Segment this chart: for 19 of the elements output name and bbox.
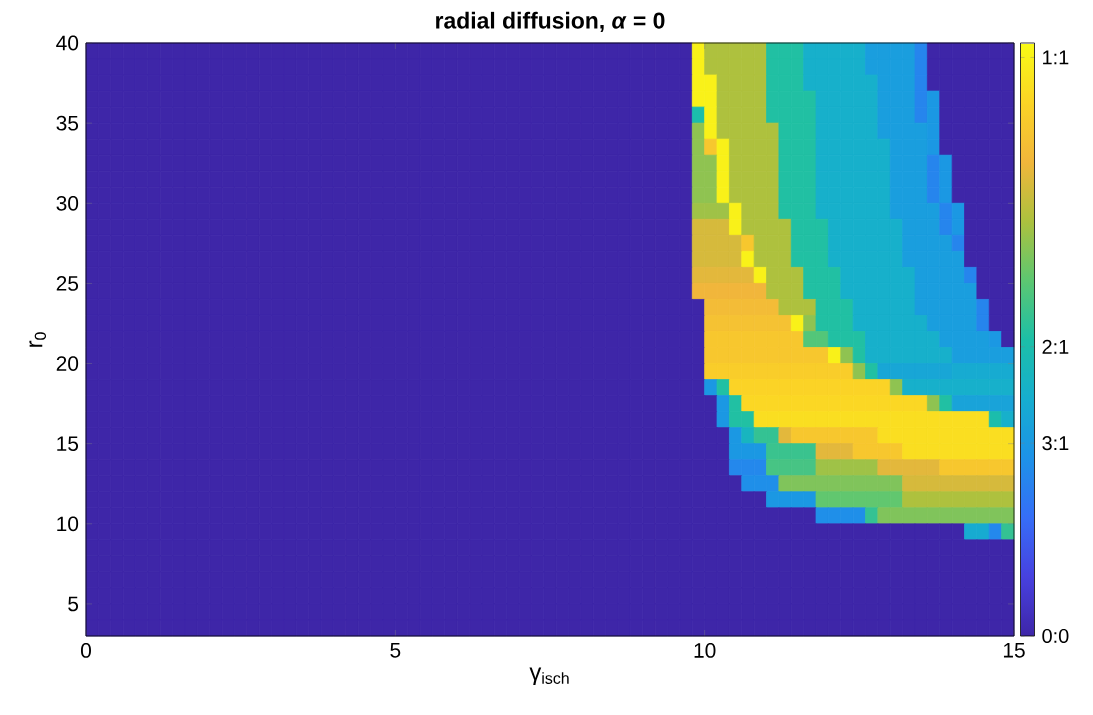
x-tick-label: 10 bbox=[694, 643, 716, 658]
y-tick-label: 40 bbox=[56, 35, 79, 51]
color-bar-label: 1:1 bbox=[1043, 50, 1069, 65]
x-tick-label: 0 bbox=[80, 643, 91, 658]
y-tick-label: 25 bbox=[56, 276, 79, 291]
y-tick-label: 15 bbox=[57, 436, 79, 451]
y-tick-label: 10 bbox=[57, 516, 79, 532]
y-tick-label: 30 bbox=[56, 195, 79, 211]
y-tick-label: 5 bbox=[68, 596, 79, 612]
chart-title: radial diffusion, α = 0 bbox=[436, 11, 665, 32]
color-bar-label: 3:1 bbox=[1042, 436, 1069, 451]
x-tick-label: 5 bbox=[390, 643, 401, 658]
color-bar-label: 0:0 bbox=[1042, 628, 1069, 644]
x-tick-label: 15 bbox=[1003, 643, 1025, 658]
y-tick-label: 20 bbox=[56, 356, 79, 371]
x-axis-title: γ$_{isch}$ bbox=[529, 667, 569, 686]
y-tick-label: 35 bbox=[56, 115, 79, 131]
color-bar-label: 2:1 bbox=[1042, 339, 1069, 354]
y-axis-title: r$_{0}$ bbox=[29, 332, 47, 347]
